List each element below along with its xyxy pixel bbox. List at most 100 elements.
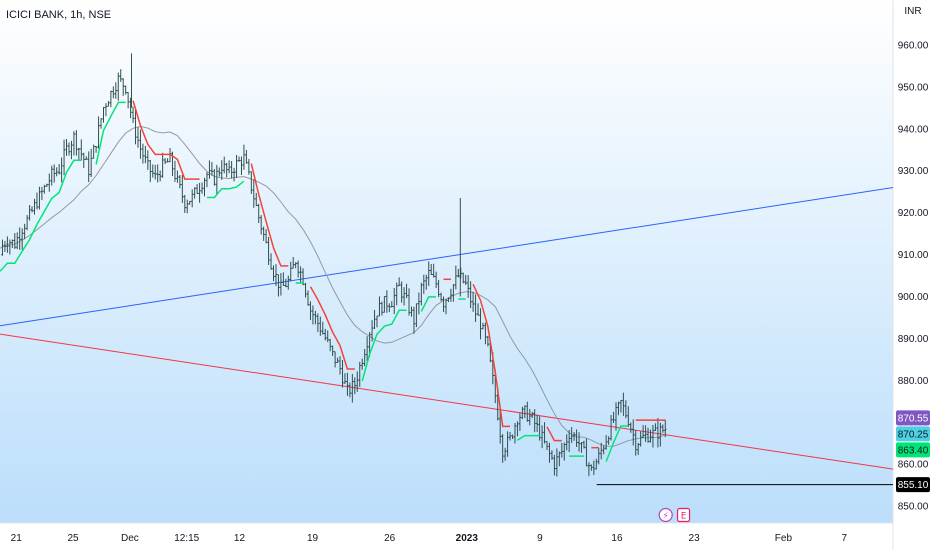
candle (255, 193, 258, 207)
candle (43, 184, 46, 194)
candle (432, 263, 435, 278)
supertrend-up-segment (0, 159, 82, 272)
supertrend-up-segment (605, 425, 629, 462)
candle (600, 442, 603, 460)
candle (639, 431, 642, 447)
candle (410, 306, 413, 317)
candle (555, 448, 559, 477)
candle (190, 189, 194, 208)
candle (53, 164, 56, 183)
candle (269, 253, 273, 270)
price-badge-label: 855.10 (898, 480, 929, 491)
candle (203, 177, 206, 197)
candle (476, 303, 480, 316)
time-tick-label: 9 (537, 533, 543, 544)
candle (430, 263, 433, 276)
candle (442, 296, 445, 313)
candle (346, 372, 349, 396)
currency-label: INR (904, 6, 921, 17)
candle (619, 399, 623, 413)
time-axis-ticks[interactable]: 21 25 Dec 12:15 12 19 26 2023 9 16 23 Feb 7 (11, 533, 848, 544)
candle (25, 214, 29, 231)
candle (245, 149, 248, 164)
candle (474, 294, 477, 322)
candle (178, 175, 182, 189)
candle (358, 361, 361, 387)
candle (141, 143, 145, 164)
candle (395, 282, 398, 306)
candle (361, 358, 364, 370)
moving-average-line (0, 125, 666, 447)
candle (486, 335, 490, 347)
candle (183, 194, 187, 214)
candle (617, 401, 620, 416)
candle (590, 464, 593, 471)
candle (550, 450, 554, 460)
price-tick-label: 960.00 (898, 41, 929, 52)
candle (289, 261, 292, 282)
candle (466, 275, 470, 298)
candle (102, 106, 105, 123)
candle (80, 139, 83, 161)
price-badge-label: 870.55 (898, 413, 929, 424)
supertrend-up-segment (361, 309, 407, 382)
candle (420, 282, 423, 306)
candle (612, 411, 615, 423)
candle (122, 78, 125, 96)
candle (16, 232, 19, 250)
candle (292, 256, 295, 269)
event-markers[interactable]: ⚡ E (658, 507, 691, 523)
candle (250, 171, 253, 194)
candle (252, 179, 255, 208)
candle (311, 305, 315, 325)
candle (501, 434, 504, 463)
candle (279, 273, 283, 296)
candle (257, 203, 260, 224)
candle (400, 281, 403, 303)
candle (129, 97, 132, 119)
candle (136, 127, 140, 148)
candle (156, 164, 159, 183)
candle (580, 442, 583, 453)
support-trendline[interactable] (0, 333, 894, 470)
supertrend-down-segment (546, 426, 562, 442)
candle (516, 421, 519, 437)
candle (407, 288, 411, 316)
earnings-marker-icon[interactable]: E (676, 507, 691, 523)
candle (262, 226, 265, 241)
candle (173, 160, 177, 182)
candle (641, 425, 645, 439)
candle (158, 170, 162, 182)
dividend-marker-icon[interactable]: ⚡ (658, 507, 673, 523)
candle (380, 301, 384, 316)
candle (264, 229, 268, 244)
candle (602, 445, 605, 455)
supertrend-down-segment (132, 100, 200, 180)
candle (62, 139, 66, 176)
candle (40, 186, 44, 201)
candle (304, 282, 307, 298)
candle (6, 236, 9, 253)
candle (8, 239, 12, 255)
candle (23, 223, 26, 240)
candle (282, 272, 285, 286)
candle (287, 275, 290, 290)
candle (235, 155, 238, 178)
candle (518, 413, 522, 431)
candle (523, 405, 527, 419)
candle (356, 371, 359, 392)
price-tick-label: 920.00 (898, 208, 929, 219)
candle (154, 164, 157, 180)
candle (13, 233, 16, 249)
supertrend-down-segment (472, 283, 511, 428)
candle (646, 427, 650, 443)
candle (45, 183, 49, 187)
candle (373, 310, 376, 330)
candle (363, 348, 366, 367)
candle (309, 301, 312, 320)
price-tick-label: 890.00 (898, 334, 929, 345)
candle (402, 287, 406, 306)
resistance-trendline[interactable] (0, 186, 894, 327)
candle (65, 139, 68, 156)
